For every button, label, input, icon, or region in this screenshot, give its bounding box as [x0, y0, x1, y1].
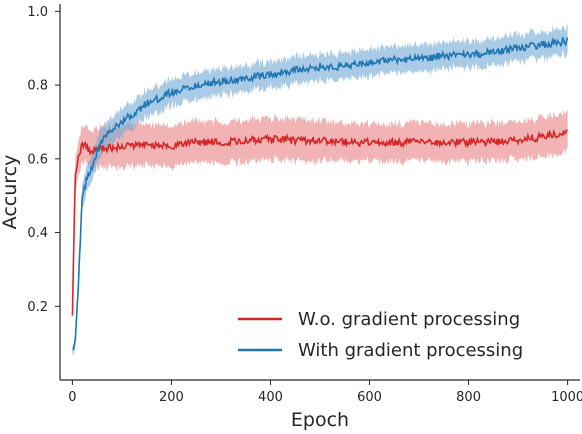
y-tick-label: 0.4: [27, 226, 48, 241]
x-ticks: 0 200 400 600 800 1000: [68, 380, 582, 405]
legend-label-wo-gradient: W.o. gradient processing: [298, 309, 520, 330]
x-tick-label: 0: [68, 390, 76, 405]
legend: W.o. gradient processing With gradient p…: [238, 309, 523, 361]
x-axis-title: Epoch: [291, 409, 349, 431]
y-ticks: 0.2 0.4 0.6 0.8 1.0: [27, 5, 60, 315]
legend-label-with-gradient: With gradient processing: [298, 340, 523, 361]
x-tick-label: 600: [357, 390, 382, 405]
series-line-with-gradient: [72, 36, 569, 351]
series-line-wo-gradient: [71, 128, 568, 316]
x-tick-label: 400: [258, 390, 283, 405]
y-tick-label: 1.0: [27, 5, 48, 20]
y-tick-label: 0.6: [27, 152, 48, 167]
band-with-gradient: [72, 21, 568, 356]
y-tick-label: 0.8: [27, 79, 48, 94]
x-tick-label: 1000: [551, 390, 582, 405]
x-tick-label: 800: [456, 390, 481, 405]
confidence-bands: [72, 21, 568, 356]
y-axis-title: Accurcy: [0, 155, 21, 230]
series-lines: [71, 36, 569, 351]
y-tick-label: 0.2: [27, 300, 48, 315]
x-tick-label: 200: [159, 390, 184, 405]
axes: [59, 4, 580, 381]
